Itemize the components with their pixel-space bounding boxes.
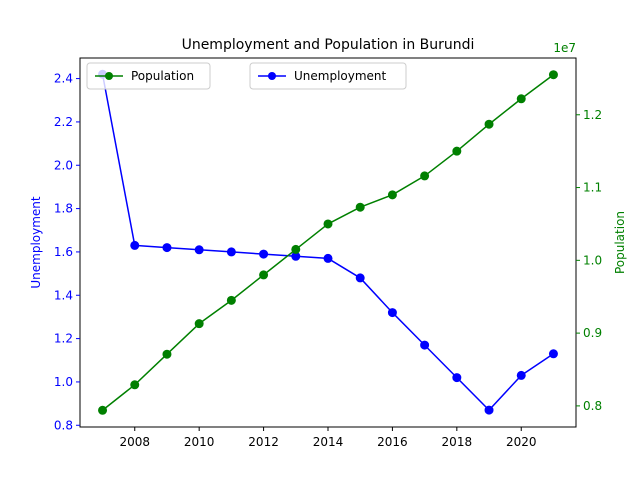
y-left-axis-label: Unemployment xyxy=(29,196,43,289)
population-point xyxy=(484,119,494,129)
population-point xyxy=(162,349,172,359)
population-point xyxy=(323,219,333,229)
x-tick-label: 2018 xyxy=(442,435,473,449)
y-left-tick-label: 2.0 xyxy=(54,158,73,172)
plot-area: 2008 2010 2012 2014 2016 2018 2020 0.8 1.0 1.2 1.4… xyxy=(29,41,627,449)
chart-title: Unemployment and Population in Burundi xyxy=(182,37,475,53)
unemployment-point xyxy=(259,249,269,259)
population-point xyxy=(194,319,204,329)
y-right-axis-label: Population xyxy=(613,211,627,274)
unemployment-legend-box xyxy=(249,62,407,90)
x-tick-label: 2008 xyxy=(119,435,150,449)
x-tick-label: 2012 xyxy=(248,435,279,449)
x-tick-label: 2014 xyxy=(313,435,344,449)
y-left-tick-label: 1.4 xyxy=(54,288,73,302)
population-point xyxy=(291,244,301,254)
population-legend-box xyxy=(86,62,211,90)
unemployment-point xyxy=(484,405,494,415)
unemployment-legend-marker xyxy=(268,72,276,80)
y-right-tick-label: 1.1 xyxy=(583,181,602,195)
x-tick-label: 2016 xyxy=(377,435,408,449)
unemployment-point xyxy=(548,349,558,359)
population-point xyxy=(259,270,269,280)
y-left-tick-label: 1.8 xyxy=(54,202,73,216)
y-left-tick-label: 1.6 xyxy=(54,245,73,259)
y-right-tick-label: 0.9 xyxy=(583,326,602,340)
population-point xyxy=(226,295,236,305)
population-point xyxy=(355,202,365,212)
unemployment-point xyxy=(323,253,333,263)
population-point xyxy=(452,146,462,156)
y-left-tick-label: 1.0 xyxy=(54,375,73,389)
unemployment-point xyxy=(194,245,204,255)
y-right-tick-label: 1.0 xyxy=(583,253,602,267)
unemployment-point xyxy=(130,240,140,250)
y-left-tick-label: 0.8 xyxy=(54,418,73,432)
unemployment-legend-label: Unemployment xyxy=(294,69,387,83)
population-point xyxy=(130,380,140,390)
population-legend-label: Population xyxy=(131,69,194,83)
population-point xyxy=(387,190,397,200)
population-point xyxy=(420,171,430,181)
x-tick-label: 2010 xyxy=(184,435,215,449)
y-right-offset-text: 1e7 xyxy=(553,41,576,55)
y-left-tick-label: 2.4 xyxy=(54,72,73,86)
unemployment-point xyxy=(162,243,172,253)
unemployment-point xyxy=(387,308,397,318)
unemployment-point xyxy=(452,373,462,383)
population-point xyxy=(516,94,526,104)
y-left-tick-label: 2.2 xyxy=(54,115,73,129)
population-legend-marker xyxy=(105,72,113,80)
unemployment-point xyxy=(355,273,365,283)
population-point xyxy=(98,405,108,415)
unemployment-point xyxy=(420,340,430,350)
y-left-tick-label: 1.2 xyxy=(54,332,73,346)
y-right-tick-label: 1.2 xyxy=(583,108,602,122)
unemployment-point xyxy=(226,247,236,257)
population-point xyxy=(548,70,558,80)
unemployment-point xyxy=(516,370,526,380)
y-right-tick-label: 0.8 xyxy=(583,399,602,413)
x-tick-label: 2020 xyxy=(506,435,537,449)
